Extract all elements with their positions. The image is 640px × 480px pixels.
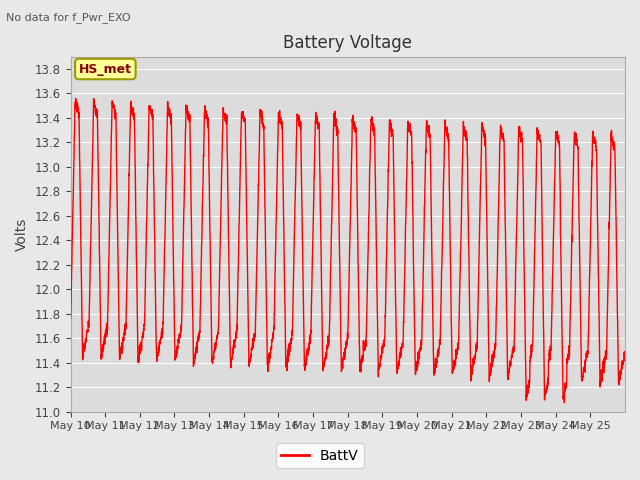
Title: Battery Voltage: Battery Voltage bbox=[284, 34, 412, 52]
Legend: BattV: BattV bbox=[276, 443, 364, 468]
Text: HS_met: HS_met bbox=[79, 62, 132, 75]
Text: No data for f_Pwr_EXO: No data for f_Pwr_EXO bbox=[6, 12, 131, 23]
Y-axis label: Volts: Volts bbox=[15, 217, 29, 251]
